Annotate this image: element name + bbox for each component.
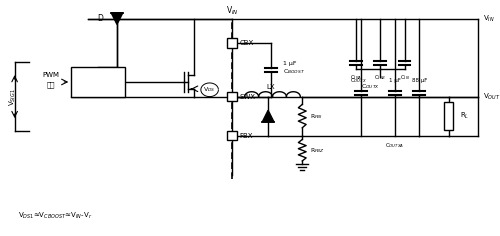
Bar (444, 102, 454, 130)
Bar (71, 67, 125, 97)
Text: 信号: 信号 (46, 82, 55, 88)
Text: 1 μF: 1 μF (283, 61, 296, 66)
Text: CBX: CBX (240, 40, 254, 46)
Text: V$_{DS1}$≈V$_{CBOOST}$≈V$_{IN}$-V$_{r}$: V$_{DS1}$≈V$_{CBOOST}$≈V$_{IN}$-V$_{r}$ (18, 211, 92, 221)
Text: R$_{FBI}$: R$_{FBI}$ (310, 112, 323, 121)
Text: 驱动: 驱动 (93, 73, 103, 82)
Text: R$_{FBZ}$: R$_{FBZ}$ (310, 146, 325, 155)
Text: C$_{OUTX}$: C$_{OUTX}$ (361, 82, 380, 91)
Text: C$_{OUTXA}$: C$_{OUTXA}$ (386, 141, 404, 150)
Text: V$_{OUT}$: V$_{OUT}$ (482, 92, 500, 102)
Text: C$_{INA}$: C$_{INA}$ (350, 73, 362, 82)
Text: 电路: 电路 (93, 83, 103, 92)
Text: SWX: SWX (240, 94, 256, 100)
Polygon shape (111, 13, 123, 25)
Text: 88 μF: 88 μF (412, 79, 427, 84)
Text: C$_{OUTX}$: C$_{OUTX}$ (350, 76, 367, 85)
Text: PWM: PWM (42, 72, 59, 78)
Text: V$_{SIG1}$: V$_{SIG1}$ (8, 88, 18, 105)
Text: V$_{IN}$: V$_{IN}$ (226, 4, 238, 17)
Bar (227, 38, 237, 48)
Bar (227, 92, 237, 101)
Bar (227, 131, 237, 140)
Text: C$_{IN}$: C$_{IN}$ (400, 73, 409, 82)
Text: V$_{IN}$: V$_{IN}$ (482, 13, 494, 24)
Text: C$_{INB}$: C$_{INB}$ (374, 73, 386, 82)
Polygon shape (262, 110, 274, 122)
Text: D: D (98, 14, 103, 23)
Text: 1 μF: 1 μF (389, 79, 401, 84)
Text: FBX: FBX (240, 133, 254, 139)
Text: C$_{BOOST}$: C$_{BOOST}$ (283, 67, 305, 76)
Text: R$_{L}$: R$_{L}$ (460, 111, 469, 121)
Text: LX: LX (266, 84, 276, 90)
Text: V$_{DS}$: V$_{DS}$ (204, 85, 216, 94)
